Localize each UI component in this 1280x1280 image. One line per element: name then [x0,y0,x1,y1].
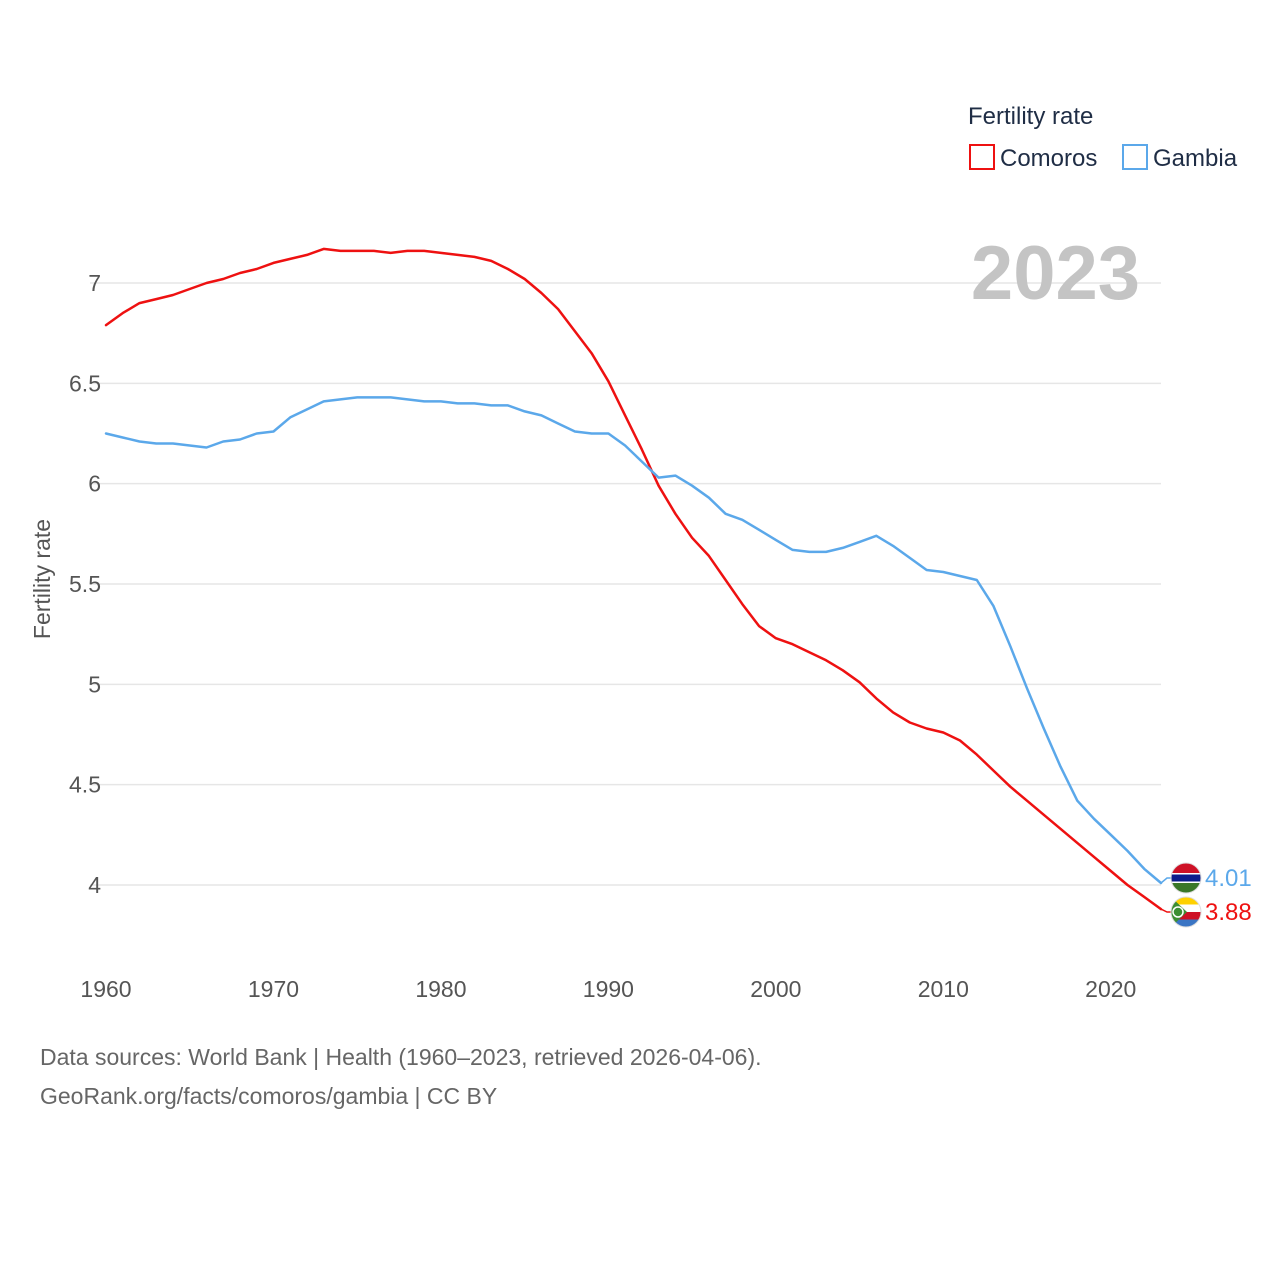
x-tick-label: 2000 [750,976,801,1002]
y-axis-ticks: 4 4.5 5 5.5 6 6.5 7 [69,270,101,898]
y-axis-title: Fertility rate [29,519,55,639]
legend-label-gambia: Gambia [1153,145,1238,172]
legend-label-comoros: Comoros [1000,145,1097,172]
series-lines [104,247,1163,911]
y-tick-label: 6 [88,471,101,497]
x-tick-label: 2010 [918,976,969,1002]
data-sources-note: Data sources: World Bank | Health (1960–… [40,1044,762,1070]
y-tick-label: 4 [88,872,101,898]
x-tick-label: 1970 [248,976,299,1002]
series-line-gambia [104,396,1163,885]
legend: Fertility rate Comoros Gambia [968,103,1238,172]
x-tick-label: 1960 [80,976,131,1002]
series-line-comoros [104,247,1163,911]
gambia-flag-icon [1170,862,1202,894]
x-tick-label: 1990 [583,976,634,1002]
end-connector-comoros [1160,908,1171,913]
y-tick-label: 7 [88,270,101,296]
attribution-link[interactable]: GeoRank.org/facts/comoros/gambia | CC BY [40,1083,498,1109]
legend-item-gambia[interactable]: Gambia [1122,144,1238,172]
comoros-flag-icon [1170,896,1202,928]
y-tick-label: 5.5 [69,571,101,597]
x-tick-label: 1980 [415,976,466,1002]
y-tick-label: 4.5 [69,772,101,798]
end-value-comoros: 3.88 [1205,899,1252,926]
legend-swatch-gambia [1122,144,1148,170]
end-labels: 3.88 4.01 [1160,862,1252,928]
legend-swatch-comoros [969,144,995,170]
x-axis-ticks: 1960 1970 1980 1990 2000 2010 2020 [80,976,1136,1002]
grid [90,282,1161,886]
x-tick-label: 2020 [1085,976,1136,1002]
y-tick-label: 5 [88,671,101,697]
current-year-label: 2023 [971,231,1140,316]
end-value-gambia: 4.01 [1205,865,1252,892]
legend-title: Fertility rate [968,103,1093,130]
end-connector-gambia [1160,877,1171,884]
legend-item-comoros[interactable]: Comoros [969,144,1097,172]
y-tick-label: 6.5 [69,370,101,396]
